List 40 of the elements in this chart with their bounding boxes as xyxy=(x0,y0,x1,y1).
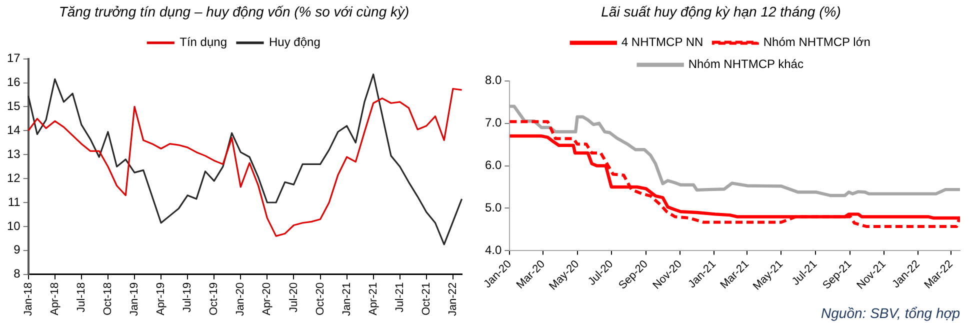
y-tick-label: 5.0 xyxy=(484,200,502,215)
x-tick-label: Oct-18 xyxy=(102,282,114,316)
legend-label: Tín dụng xyxy=(180,35,228,50)
y-tick-label: 15 xyxy=(6,99,21,114)
y-tick-label: 12 xyxy=(6,170,21,185)
y-tick-label: 14 xyxy=(6,122,21,137)
y-tick-label: 8.0 xyxy=(484,73,502,88)
legend-label: Nhóm NHTMCP khác xyxy=(688,57,804,72)
x-tick-label: Apr-18 xyxy=(48,282,61,316)
y-tick-label: 6.0 xyxy=(484,158,502,172)
y-tick-label: 8 xyxy=(14,266,21,281)
chart-title: Lãi suất huy động kỳ hạn 12 tháng (%) xyxy=(601,3,841,20)
x-tick-label: Jan-18 xyxy=(22,282,34,316)
y-tick-label: 10 xyxy=(6,218,21,233)
x-tick-label: Jan-20 xyxy=(234,282,247,316)
x-tick-label: Oct-21 xyxy=(420,282,432,316)
x-tick-label: Jul-20 xyxy=(288,282,300,312)
x-tick-label: Jul-18 xyxy=(75,282,88,312)
y-tick-label: 16 xyxy=(6,75,21,90)
y-tick-label: 4.0 xyxy=(484,243,502,258)
x-tick-label: Oct-20 xyxy=(314,282,326,316)
y-tick-label: 13 xyxy=(6,146,21,161)
y-tick-label: 17 xyxy=(6,51,21,66)
y-tick-label: 7.0 xyxy=(484,116,502,130)
legend-label: Huy động xyxy=(269,35,320,50)
text: Nguồn: SBV, tổng hợp xyxy=(821,305,960,321)
legend-label: 4 NHTMCP NN xyxy=(621,35,704,50)
y-tick-label: 11 xyxy=(8,194,21,209)
x-tick-label: Jul-19 xyxy=(182,282,194,312)
x-tick-label: Jan-22 xyxy=(446,282,459,316)
x-tick-label: Jul-21 xyxy=(394,282,406,312)
x-tick-label: Apr-20 xyxy=(261,282,274,316)
x-tick-label: Jan-21 xyxy=(340,282,353,316)
x-tick-label: Apr-19 xyxy=(155,282,168,316)
x-tick-label: Jan-19 xyxy=(128,282,141,316)
chart-title: Tăng trưởng tín dụng – huy động vốn (% so với cùng kỳ) xyxy=(58,3,410,20)
x-tick-label: Apr-21 xyxy=(367,282,380,316)
legend-label: Nhóm NHTMCP lớn xyxy=(763,35,870,50)
x-tick-label: Oct-19 xyxy=(208,282,220,316)
y-tick-label: 9 xyxy=(14,242,21,257)
